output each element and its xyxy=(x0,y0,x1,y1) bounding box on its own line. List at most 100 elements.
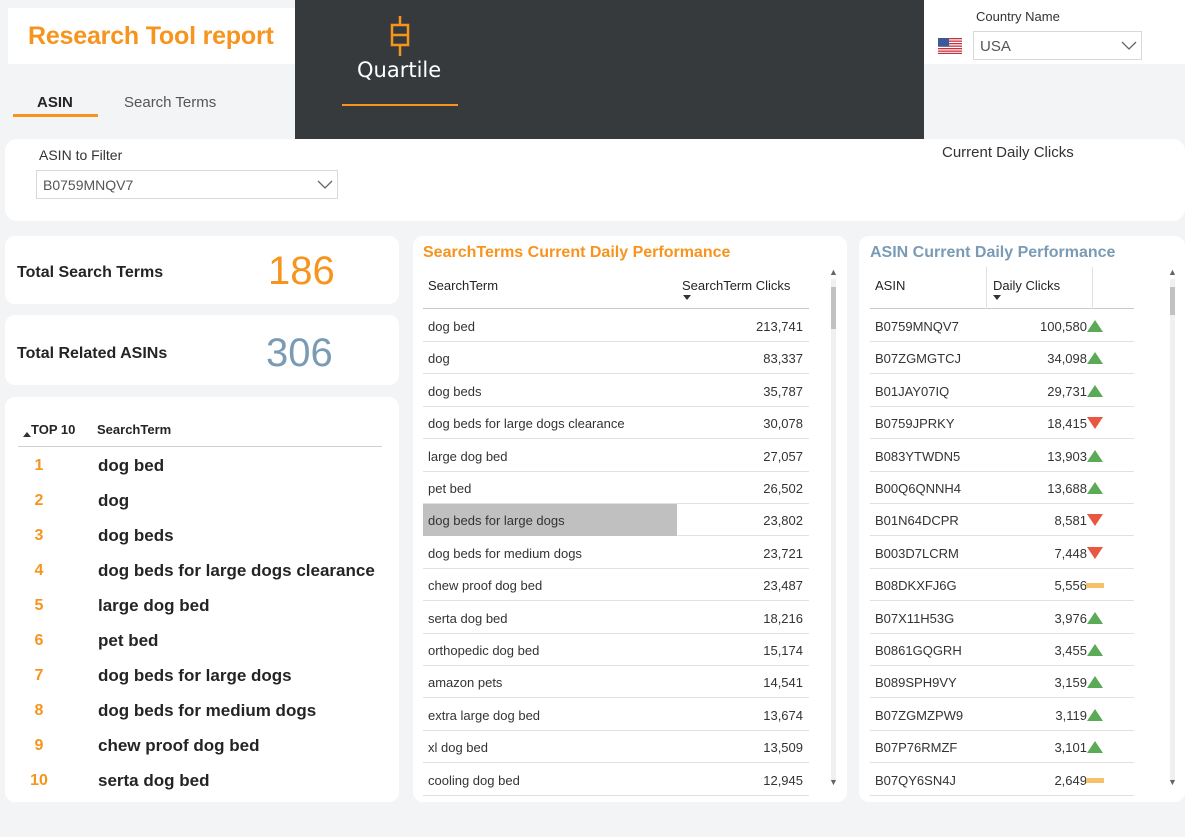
daily-clicks-cell: 3,101 xyxy=(1054,740,1087,756)
sort-desc-icon[interactable] xyxy=(993,295,1001,300)
table-row[interactable]: amazon pets 14,541 xyxy=(423,666,809,699)
asin-filter-dropdown[interactable]: B0759MNQV7 xyxy=(36,170,338,199)
column-divider xyxy=(1092,267,1093,309)
daily-clicks-cell: 29,731 xyxy=(1047,383,1087,399)
scroll-up-icon[interactable]: ▲ xyxy=(829,267,838,277)
table-row[interactable]: B07ZGMZPW9 3,119 xyxy=(870,699,1134,731)
table-row[interactable]: 2 dog xyxy=(18,484,382,519)
table-row[interactable]: B0861GQGRH 3,455 xyxy=(870,634,1134,666)
table-row[interactable]: 9 chew proof dog bed xyxy=(18,729,382,764)
scroll-track[interactable] xyxy=(1170,279,1175,779)
searchterm-cell: dog beds for medium dogs xyxy=(428,545,582,561)
col-daily-clicks[interactable]: Daily Clicks xyxy=(993,278,1061,293)
tab-asin[interactable]: ASIN xyxy=(37,94,73,111)
table-row[interactable]: B0759JPRKY 18,415 xyxy=(870,407,1134,440)
trend-up-icon xyxy=(1087,741,1103,754)
daily-clicks-cell: 100,580 xyxy=(1040,319,1087,334)
chevron-down-icon[interactable] xyxy=(317,180,333,190)
table-row[interactable]: B08DKXFJ6G 5,556 xyxy=(870,569,1134,602)
table-row[interactable]: 1 dog bed xyxy=(18,449,382,484)
table-row[interactable]: B07QY6SN4J 2,649 xyxy=(870,764,1134,796)
table-row[interactable]: serta dog bed 18,216 xyxy=(423,602,809,634)
quartile-logo-icon xyxy=(390,16,410,56)
searchterm: dog xyxy=(98,491,130,510)
trend-up-icon xyxy=(1087,676,1103,689)
column-divider xyxy=(986,267,987,309)
table-row[interactable]: dog beds for large dogs clearance 30,078 xyxy=(423,407,809,440)
clicks-cell: 27,057 xyxy=(763,448,803,464)
col-searchterm[interactable]: SearchTerm xyxy=(97,422,172,437)
table-row[interactable]: 8 dog beds for medium dogs xyxy=(18,694,382,729)
table-row[interactable]: dog beds for medium dogs 23,721 xyxy=(423,537,809,569)
tab-search-terms[interactable]: Search Terms xyxy=(124,94,217,111)
country-dropdown[interactable]: USA xyxy=(973,31,1142,60)
table-row[interactable]: cooling dog bed 12,945 xyxy=(423,764,809,796)
searchterm-performance-table: SearchTerms Current Daily Performance Se… xyxy=(413,236,847,802)
table-row[interactable]: 3 dog beds xyxy=(18,519,382,554)
table-row[interactable]: B0759MNQV7 100,580 xyxy=(870,310,1134,342)
tab-bar: ASIN Search Terms xyxy=(8,80,295,130)
table-row[interactable]: pet bed 26,502 xyxy=(423,472,809,504)
table-row[interactable]: xl dog bed 13,509 xyxy=(423,731,809,764)
scroll-track[interactable] xyxy=(831,279,836,779)
sort-desc-icon[interactable] xyxy=(683,295,691,300)
table-row[interactable]: 10 serta dog bed xyxy=(18,764,382,799)
table-row[interactable]: B07X11H53G 3,976 xyxy=(870,602,1134,634)
searchterm: dog beds for large dogs xyxy=(98,666,292,685)
trend-flat-icon xyxy=(1086,583,1104,589)
table-row[interactable]: B07ZGMGTCJ 34,098 xyxy=(870,342,1134,375)
logo-panel: Quartile xyxy=(295,0,924,139)
table-row[interactable]: 4 dog beds for large dogs clearance xyxy=(18,554,382,589)
scroll-thumb[interactable] xyxy=(1170,287,1175,315)
asin-cell: B01JAY07IQ xyxy=(875,383,950,399)
kpi-total-search-terms: Total Search Terms 186 xyxy=(5,236,399,304)
table-row[interactable]: dog bed 213,741 xyxy=(423,310,809,342)
col-top10[interactable]: TOP 10 xyxy=(31,422,76,437)
col-searchterm[interactable]: SearchTerm xyxy=(428,278,499,293)
table-row[interactable]: orthopedic dog bed 15,174 xyxy=(423,634,809,666)
table-row[interactable]: 5 large dog bed xyxy=(18,589,382,624)
trend-up-icon xyxy=(1087,449,1103,462)
asin-scrollbar[interactable]: ▲ ▼ xyxy=(1168,267,1177,791)
col-asin[interactable]: ASIN xyxy=(875,278,906,293)
scroll-down-icon[interactable]: ▼ xyxy=(1168,777,1177,787)
table-row[interactable]: B083YTWDN5 13,903 xyxy=(870,440,1134,472)
top10-header: TOP 10 SearchTerm xyxy=(18,415,382,447)
col-searchterm-clicks[interactable]: SearchTerm Clicks xyxy=(682,278,791,293)
table-row[interactable]: chew proof dog bed 23,487 xyxy=(423,569,809,602)
table-row[interactable]: B01JAY07IQ 29,731 xyxy=(870,375,1134,407)
active-tab-underline xyxy=(13,114,98,117)
table-row[interactable]: dog beds 35,787 xyxy=(423,375,809,407)
daily-clicks-cell: 13,903 xyxy=(1047,448,1087,464)
sort-asc-icon[interactable] xyxy=(23,432,31,437)
chevron-down-icon[interactable] xyxy=(1121,41,1137,51)
searchterm-cell: serta dog bed xyxy=(428,610,508,626)
trend-up-icon xyxy=(1087,320,1103,332)
scroll-thumb[interactable] xyxy=(831,287,836,329)
table-row[interactable]: B01N64DCPR 8,581 xyxy=(870,504,1134,537)
scroll-down-icon[interactable]: ▼ xyxy=(829,777,838,787)
rank: 4 xyxy=(34,562,44,579)
table-row[interactable]: B089SPH9VY 3,159 xyxy=(870,666,1134,699)
searchterm-scrollbar[interactable]: ▲ ▼ xyxy=(829,267,838,791)
top10-table: TOP 10 SearchTerm 1 dog bed 2 dog 3 dog bed… xyxy=(5,397,399,802)
searchterm-cell: orthopedic dog bed xyxy=(428,643,540,658)
trend-up-icon xyxy=(1087,644,1103,656)
kpi-value: 186 xyxy=(268,249,335,293)
table-row[interactable]: dog 83,337 xyxy=(423,342,809,375)
asin-performance-table: ASIN Current Daily Performance ASIN Dail… xyxy=(859,236,1185,802)
clicks-cell: 14,541 xyxy=(763,675,803,691)
scroll-up-icon[interactable]: ▲ xyxy=(1168,267,1177,277)
table-row[interactable]: dog beds for large dogs 23,802 xyxy=(423,504,809,537)
trend-flat-icon xyxy=(1086,777,1104,783)
table-row[interactable]: 6 pet bed xyxy=(18,624,382,659)
table-row[interactable]: B003D7LCRM 7,448 xyxy=(870,537,1134,569)
table-row[interactable]: B07P76RMZF 3,101 xyxy=(870,731,1134,764)
trend-up-icon xyxy=(1087,708,1103,721)
table-row[interactable]: large dog bed 27,057 xyxy=(423,440,809,472)
trend-down-icon xyxy=(1087,514,1103,527)
table-row[interactable]: extra large dog bed 13,674 xyxy=(423,699,809,731)
table-row[interactable]: B00Q6QNNH4 13,688 xyxy=(870,472,1134,504)
table-row[interactable]: 7 dog beds for large dogs xyxy=(18,659,382,694)
searchterm: serta dog bed xyxy=(98,771,210,790)
